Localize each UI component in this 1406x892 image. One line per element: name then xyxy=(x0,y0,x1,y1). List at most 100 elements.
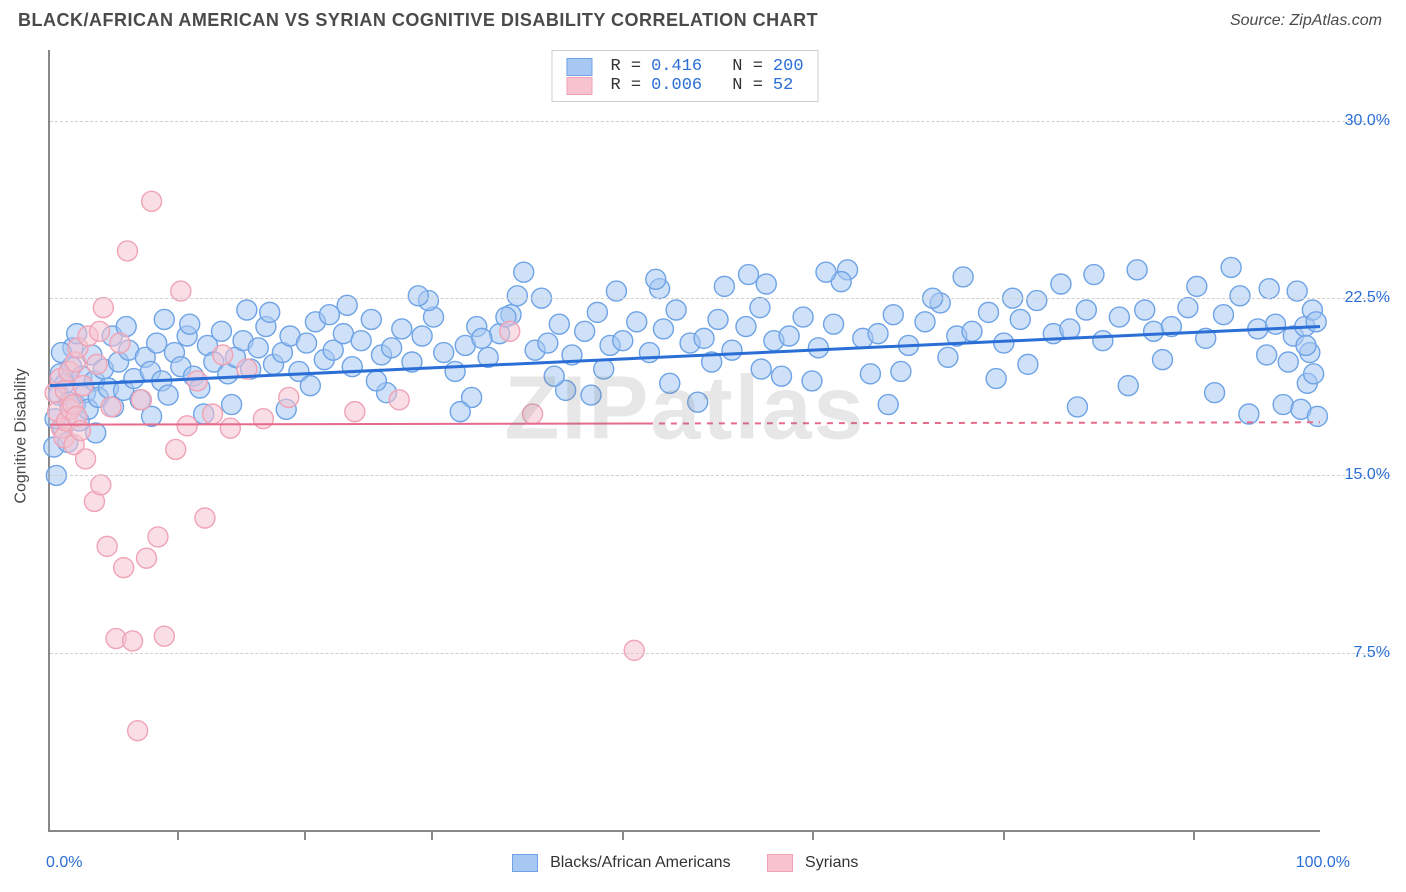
legend-n-label: N = xyxy=(732,76,763,95)
scatter-point-blacks xyxy=(666,300,686,320)
legend-n-value: 52 xyxy=(773,76,793,95)
scatter-point-blacks xyxy=(1221,257,1241,277)
scatter-point-blacks xyxy=(445,361,465,381)
scatter-point-syrians xyxy=(70,421,90,441)
scatter-point-syrians xyxy=(389,390,409,410)
chart-header: BLACK/AFRICAN AMERICAN VS SYRIAN COGNITI… xyxy=(0,0,1406,37)
scatter-point-syrians xyxy=(131,390,151,410)
scatter-point-blacks xyxy=(1018,354,1038,374)
scatter-point-blacks xyxy=(613,331,633,351)
scatter-point-blacks xyxy=(1060,319,1080,339)
scatter-point-syrians xyxy=(142,191,162,211)
y-tick-label: 7.5% xyxy=(1330,644,1390,662)
scatter-point-blacks xyxy=(222,395,242,415)
scatter-point-syrians xyxy=(114,558,134,578)
y-axis-label-wrap: Cognitive Disability xyxy=(10,40,34,832)
scatter-point-blacks xyxy=(154,309,174,329)
scatter-point-syrians xyxy=(90,321,110,341)
scatter-point-syrians xyxy=(148,527,168,547)
chart-source: Source: ZipAtlas.com xyxy=(1230,12,1382,30)
scatter-point-blacks xyxy=(646,269,666,289)
scatter-point-syrians xyxy=(220,418,240,438)
scatter-point-syrians xyxy=(87,354,107,374)
legend-label: Blacks/African Americans xyxy=(550,854,731,871)
scatter-point-syrians xyxy=(117,241,137,261)
legend-swatch-syrians xyxy=(767,854,793,872)
scatter-point-syrians xyxy=(91,475,111,495)
scatter-point-blacks xyxy=(772,366,792,386)
scatter-point-blacks xyxy=(688,392,708,412)
scatter-point-blacks xyxy=(816,262,836,282)
scatter-point-blacks xyxy=(1127,260,1147,280)
scatter-point-syrians xyxy=(187,371,207,391)
series-legend: Blacks/African Americans Syrians xyxy=(50,854,1320,872)
scatter-point-blacks xyxy=(472,328,492,348)
scatter-point-blacks xyxy=(1187,276,1207,296)
plot-area: ZIPatlas R = 0.416 N = 200 R = 0.006 N =… xyxy=(48,50,1320,832)
plot-svg xyxy=(50,50,1320,830)
scatter-point-blacks xyxy=(1076,300,1096,320)
scatter-point-syrians xyxy=(110,333,130,353)
scatter-point-blacks xyxy=(260,302,280,322)
scatter-point-blacks xyxy=(779,326,799,346)
scatter-point-blacks xyxy=(891,361,911,381)
legend-n-label: N = xyxy=(732,57,763,76)
scatter-point-blacks xyxy=(1296,335,1316,355)
scatter-point-blacks xyxy=(211,321,231,341)
x-tick xyxy=(431,830,433,840)
legend-r-value: 0.416 xyxy=(651,57,702,76)
y-axis-label: Cognitive Disability xyxy=(13,368,31,503)
scatter-point-blacks xyxy=(1205,383,1225,403)
x-tick xyxy=(812,830,814,840)
scatter-point-syrians xyxy=(253,409,273,429)
scatter-point-blacks xyxy=(1093,331,1113,351)
scatter-point-blacks xyxy=(1109,307,1129,327)
scatter-point-blacks xyxy=(824,314,844,334)
scatter-point-blacks xyxy=(1273,395,1293,415)
legend-swatch-syrians xyxy=(566,77,592,95)
legend-swatch-blacks xyxy=(566,58,592,76)
scatter-point-blacks xyxy=(953,267,973,287)
scatter-point-blacks xyxy=(1067,397,1087,417)
scatter-point-blacks xyxy=(248,338,268,358)
scatter-point-blacks xyxy=(868,324,888,344)
scatter-point-blacks xyxy=(514,262,534,282)
scatter-point-blacks xyxy=(979,302,999,322)
chart-title: BLACK/AFRICAN AMERICAN VS SYRIAN COGNITI… xyxy=(18,10,818,31)
x-tick xyxy=(1193,830,1195,840)
scatter-point-blacks xyxy=(392,319,412,339)
gridline xyxy=(50,121,1390,122)
scatter-point-blacks xyxy=(1135,300,1155,320)
scatter-point-blacks xyxy=(736,317,756,337)
scatter-point-syrians xyxy=(177,416,197,436)
scatter-point-blacks xyxy=(351,331,371,351)
scatter-point-syrians xyxy=(523,404,543,424)
legend-row: R = 0.416 N = 200 xyxy=(566,57,803,76)
scatter-point-blacks xyxy=(1259,279,1279,299)
scatter-point-blacks xyxy=(342,357,362,377)
scatter-point-syrians xyxy=(128,721,148,741)
scatter-point-blacks xyxy=(860,364,880,384)
x-tick xyxy=(177,830,179,840)
scatter-point-blacks xyxy=(450,402,470,422)
chart-root: Cognitive Disability ZIPatlas R = 0.416 … xyxy=(0,40,1406,892)
scatter-point-blacks xyxy=(722,340,742,360)
scatter-point-blacks xyxy=(793,307,813,327)
scatter-point-blacks xyxy=(297,333,317,353)
trend-line-syrians xyxy=(50,424,647,425)
scatter-point-blacks xyxy=(1278,352,1298,372)
scatter-point-blacks xyxy=(361,309,381,329)
scatter-point-syrians xyxy=(213,345,233,365)
legend-n-value: 200 xyxy=(773,57,804,76)
legend-r-label: R = xyxy=(610,76,641,95)
scatter-point-syrians xyxy=(195,508,215,528)
scatter-point-blacks xyxy=(714,276,734,296)
scatter-point-blacks xyxy=(180,314,200,334)
y-tick-label: 30.0% xyxy=(1330,112,1390,130)
scatter-point-blacks xyxy=(581,385,601,405)
scatter-point-syrians xyxy=(137,548,157,568)
y-tick-label: 22.5% xyxy=(1330,289,1390,307)
scatter-point-blacks xyxy=(594,359,614,379)
trend-line-syrians-dashed xyxy=(647,422,1320,423)
scatter-point-blacks xyxy=(1010,309,1030,329)
